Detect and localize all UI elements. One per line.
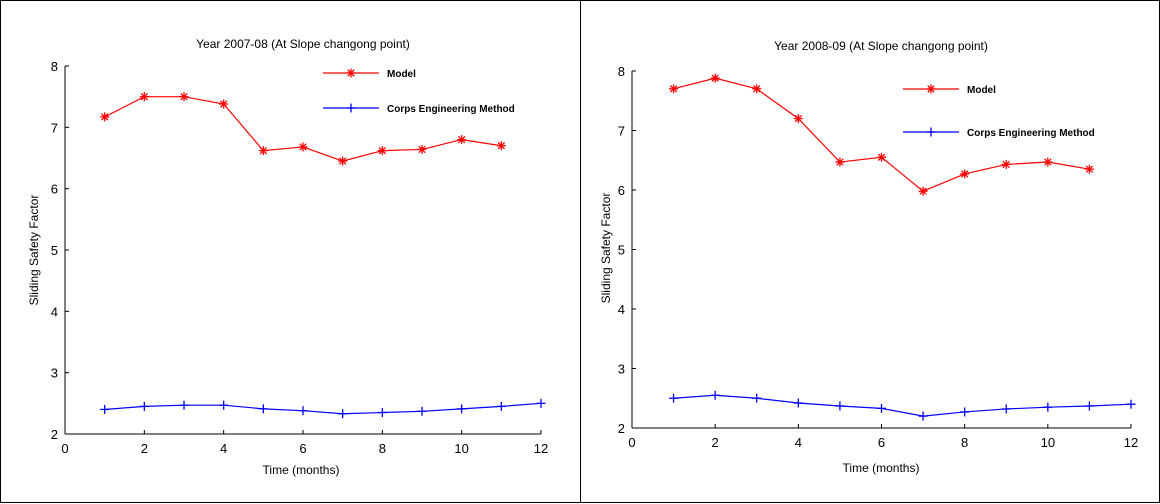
legend-marker (346, 68, 356, 78)
x-tick-label: 12 (1124, 435, 1138, 450)
x-tick-label: 6 (878, 435, 885, 450)
model-data-point (298, 142, 308, 152)
x-axis-label: Time (months) (843, 461, 920, 475)
model-data-point (710, 73, 720, 83)
x-tick-label: 8 (379, 441, 386, 456)
chart-title: Year 2008-09 (At Slope changong point) (774, 39, 988, 53)
x-tick-label: 12 (534, 441, 548, 456)
corps-data-point (710, 390, 720, 400)
y-tick-label: 8 (618, 64, 625, 79)
corps-data-point (338, 409, 348, 419)
model-data-point (752, 84, 762, 94)
model-data-point (669, 84, 679, 94)
corps-data-point (179, 400, 189, 410)
corps-data-point (496, 401, 506, 411)
x-tick-label: 8 (961, 435, 968, 450)
y-axis-label: Sliding Safety Factor (27, 195, 41, 306)
y-tick-label: 4 (51, 304, 58, 319)
x-axis-label: Time (months) (263, 463, 340, 477)
legend-label: Model (967, 85, 996, 96)
y-tick-label: 2 (51, 427, 58, 442)
model-data-point (960, 169, 970, 179)
corps-data-point (960, 407, 970, 417)
corps-data-point (1084, 401, 1094, 411)
y-axis-label: Sliding Safety Factor (599, 193, 613, 304)
x-tick-label: 0 (61, 441, 68, 456)
y-tick-label: 6 (51, 182, 58, 197)
x-tick-label: 4 (795, 435, 802, 450)
chart-panel-2008-09: Year 2008-09 (At Slope changong point) T… (580, 0, 1160, 503)
y-tick-label: 8 (51, 59, 58, 74)
legend-marker (926, 127, 936, 137)
corps-data-point (669, 393, 679, 403)
corps-data-point (219, 400, 229, 410)
series-line-corps-engineering-method (104, 402, 542, 415)
x-tick-label: 4 (220, 441, 227, 456)
corps-data-point (835, 401, 845, 411)
model-data-point (100, 112, 110, 122)
corps-data-point (258, 404, 268, 414)
model-data-point (417, 144, 427, 154)
corps-data-point (417, 406, 427, 416)
model-data-point (457, 135, 467, 145)
corps-data-point (1001, 404, 1011, 414)
x-tick-label: 2 (712, 435, 719, 450)
line-chart-2008-09: Year 2008-09 (At Slope changong point) T… (599, 39, 1138, 475)
model-data-point (835, 157, 845, 167)
corps-data-point (752, 393, 762, 403)
corps-data-point (1043, 402, 1053, 412)
x-tick-label: 10 (1041, 435, 1055, 450)
series-line-corps-engineering-method (673, 394, 1132, 417)
model-data-point (219, 99, 229, 109)
model-data-point (179, 92, 189, 102)
model-data-point (139, 92, 149, 102)
legend-label: Model (387, 69, 416, 80)
y-tick-label: 2 (618, 421, 625, 436)
y-tick-label: 3 (51, 366, 58, 381)
legend-marker (346, 103, 356, 113)
legend-label: Corps Engineering Method (387, 104, 515, 115)
corps-data-point (298, 406, 308, 416)
y-tick-label: 6 (618, 183, 625, 198)
corps-data-point (793, 398, 803, 408)
y-tick-label: 5 (51, 243, 58, 258)
model-data-point (1043, 157, 1053, 167)
y-tick-label: 7 (618, 124, 625, 139)
model-data-point (258, 146, 268, 156)
corps-data-point (139, 401, 149, 411)
corps-data-point (100, 404, 110, 414)
corps-data-point (536, 398, 546, 408)
corps-data-point (457, 404, 467, 414)
corps-data-point (1126, 399, 1136, 409)
chart-title: Year 2007-08 (At Slope changong point) (196, 37, 410, 51)
model-data-point (338, 156, 348, 166)
model-data-point (1084, 164, 1094, 174)
legend-marker (926, 84, 936, 94)
x-tick-label: 2 (141, 441, 148, 456)
model-data-point (1001, 159, 1011, 169)
model-data-point (877, 152, 886, 162)
line-chart-2007-08: Year 2007-08 (At Slope changong point) T… (27, 37, 548, 477)
legend-label: Corps Engineering Method (967, 128, 1095, 139)
x-tick-label: 0 (628, 435, 635, 450)
corps-data-point (918, 411, 928, 421)
model-data-point (496, 141, 506, 151)
corps-data-point (877, 403, 886, 413)
model-data-point (793, 114, 803, 124)
corps-data-point (377, 408, 387, 418)
y-tick-label: 5 (618, 243, 625, 258)
y-tick-label: 7 (51, 120, 58, 135)
x-tick-label: 6 (299, 441, 306, 456)
model-data-point (377, 146, 387, 156)
x-tick-label: 10 (454, 441, 468, 456)
y-tick-label: 3 (618, 362, 625, 377)
y-tick-label: 4 (618, 302, 625, 317)
model-data-point (918, 186, 928, 196)
chart-panel-2007-08: Year 2007-08 (At Slope changong point) T… (0, 0, 581, 503)
